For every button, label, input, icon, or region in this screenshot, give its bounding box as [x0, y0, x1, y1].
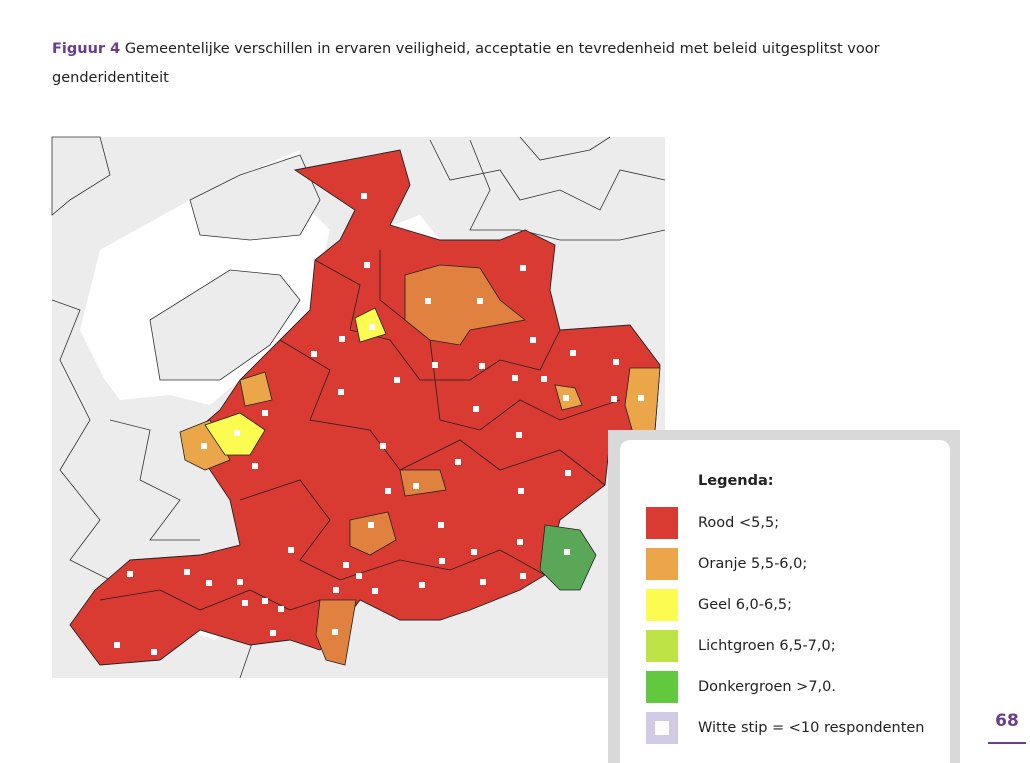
legend-swatch	[646, 589, 678, 621]
respondent-dots	[114, 193, 644, 655]
respondent-dot	[520, 573, 526, 579]
respondent-dot	[413, 483, 419, 489]
respondent-dot	[565, 470, 571, 476]
respondent-dot	[333, 587, 339, 593]
respondent-dot	[262, 410, 268, 416]
legend-label: Donkergroen >7,0.	[698, 679, 836, 695]
respondent-dot	[613, 359, 619, 365]
respondent-dot	[380, 443, 386, 449]
legend-swatch	[646, 671, 678, 703]
respondent-dot	[270, 630, 276, 636]
respondent-dot	[361, 193, 367, 199]
map	[51, 136, 666, 679]
respondent-dot	[234, 430, 240, 436]
respondent-dot	[570, 350, 576, 356]
respondent-dot	[339, 336, 345, 342]
respondent-dot	[518, 488, 524, 494]
respondent-dot	[455, 459, 461, 465]
page-number: 68	[995, 711, 1019, 731]
respondent-dot	[114, 642, 120, 648]
respondent-dot	[516, 432, 522, 438]
respondent-dot	[439, 558, 445, 564]
respondent-dot	[184, 569, 190, 575]
region-green	[539, 524, 597, 591]
respondent-dot	[394, 377, 400, 383]
region	[189, 154, 321, 241]
respondent-dot	[512, 375, 518, 381]
respondent-dot	[262, 598, 268, 604]
respondent-dot	[520, 265, 526, 271]
border	[99, 589, 321, 611]
respondent-dot	[477, 298, 483, 304]
respondent-dot	[278, 606, 284, 612]
respondent-dot	[638, 395, 644, 401]
respondent-dot	[480, 579, 486, 585]
respondent-dot	[473, 406, 479, 412]
legend-items: Rood <5,5; Oranje 5,5-6,0; Geel 6,0-6,5; Li…	[646, 507, 925, 744]
border	[109, 419, 200, 541]
respondent-dot	[479, 363, 485, 369]
border	[51, 299, 111, 581]
region-orange	[349, 511, 397, 556]
respondent-dot	[564, 549, 570, 555]
respondent-dot	[369, 324, 375, 330]
legend-label: Rood <5,5;	[698, 515, 779, 531]
respondent-dot	[206, 580, 212, 586]
legend-swatch	[646, 630, 678, 662]
respondent-dot	[541, 376, 547, 382]
respondent-dot	[127, 571, 133, 577]
respondent-dot	[288, 547, 294, 553]
respondent-dot	[252, 463, 258, 469]
legend-swatch	[646, 507, 678, 539]
respondent-dot	[530, 337, 536, 343]
respondent-dot	[432, 362, 438, 368]
respondent-dot	[356, 573, 362, 579]
border	[469, 139, 666, 241]
region	[149, 269, 301, 381]
legend-swatch	[646, 548, 678, 580]
respondent-dot	[343, 562, 349, 568]
respondent-dot	[419, 582, 425, 588]
border	[239, 479, 546, 581]
respondent-dot	[332, 629, 338, 635]
border	[429, 139, 666, 211]
legend-swatch-dot	[655, 721, 669, 735]
respondent-dot	[517, 539, 523, 545]
caption-text: Gemeentelijke verschillen in ervaren vei…	[125, 41, 880, 57]
respondent-dot	[368, 522, 374, 528]
legend-box	[620, 440, 950, 763]
respondent-dot	[438, 522, 444, 528]
respondent-dot	[237, 579, 243, 585]
border	[314, 259, 561, 381]
legend-label: Oranje 5,5-6,0;	[698, 556, 807, 572]
respondent-dot	[242, 600, 248, 606]
caption-label: Figuur 4	[52, 41, 120, 57]
region	[51, 136, 111, 216]
respondent-dot	[563, 395, 569, 401]
respondent-dot	[372, 588, 378, 594]
respondent-dot	[425, 298, 431, 304]
legend-label: Witte stip = <10 respondenten	[698, 720, 925, 736]
respondent-dot	[201, 443, 207, 449]
respondent-dot	[385, 488, 391, 494]
region-orange	[239, 371, 273, 407]
respondent-dot	[364, 262, 370, 268]
caption-line: Figuur 4 Gemeentelijke verschillen in er…	[52, 41, 880, 57]
respondent-dot	[338, 389, 344, 395]
caption-text: genderidentiteit	[52, 70, 169, 86]
respondent-dot	[471, 549, 477, 555]
legend-label: Lichtgroen 6,5-7,0;	[698, 638, 836, 654]
legend-title: Legenda:	[698, 473, 774, 489]
respondent-dot	[151, 649, 157, 655]
legend-label: Geel 6,0-6,5;	[698, 597, 792, 613]
border	[379, 250, 621, 431]
region-orange	[404, 264, 526, 346]
border	[519, 136, 611, 161]
respondent-dot	[611, 396, 617, 402]
respondent-dot	[311, 351, 317, 357]
region-orange	[399, 469, 447, 497]
